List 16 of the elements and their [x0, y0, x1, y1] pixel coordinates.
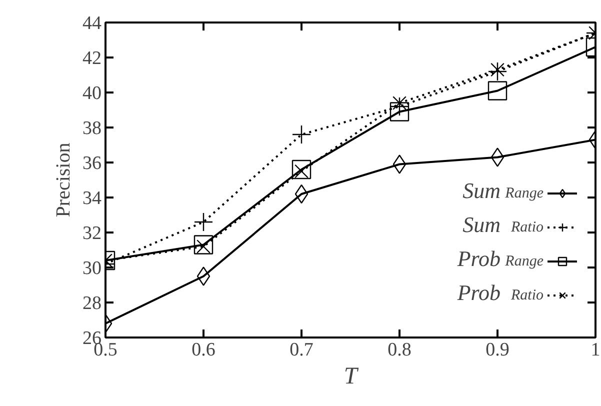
x-tick-label: 0.9 — [486, 340, 510, 360]
y-tick-label: 40 — [82, 83, 102, 104]
y-tick-label: 28 — [82, 293, 102, 314]
y-axis-title: Precision — [52, 142, 74, 218]
y-tick-label: 36 — [82, 153, 102, 174]
y-tick-label: 38 — [82, 118, 102, 139]
x-tick-label: 0.8 — [388, 340, 412, 360]
x-tick-label: 0.7 — [290, 340, 314, 360]
y-tick-label: 32 — [82, 223, 102, 244]
y-tick-label: 30 — [82, 258, 102, 279]
x-axis-title: T — [344, 364, 359, 390]
x-tick-label: 0.6 — [192, 340, 216, 360]
y-tick-label: 34 — [82, 188, 102, 209]
x-tick-label: 1 — [590, 340, 600, 360]
y-tick-label: 42 — [82, 48, 102, 69]
y-tick-label: 44 — [82, 13, 102, 34]
